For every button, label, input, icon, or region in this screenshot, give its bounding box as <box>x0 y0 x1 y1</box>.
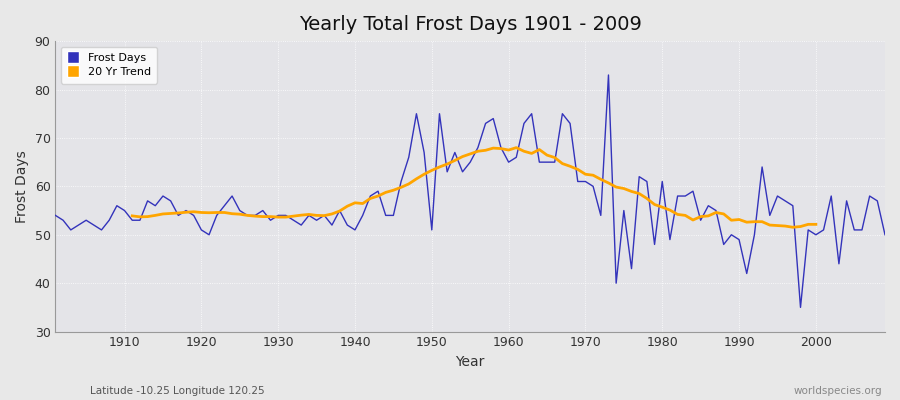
Text: Latitude -10.25 Longitude 120.25: Latitude -10.25 Longitude 120.25 <box>90 386 265 396</box>
Title: Yearly Total Frost Days 1901 - 2009: Yearly Total Frost Days 1901 - 2009 <box>299 15 642 34</box>
Text: worldspecies.org: worldspecies.org <box>794 386 882 396</box>
Y-axis label: Frost Days: Frost Days <box>15 150 29 223</box>
Legend: Frost Days, 20 Yr Trend: Frost Days, 20 Yr Trend <box>61 47 158 84</box>
X-axis label: Year: Year <box>455 355 485 369</box>
